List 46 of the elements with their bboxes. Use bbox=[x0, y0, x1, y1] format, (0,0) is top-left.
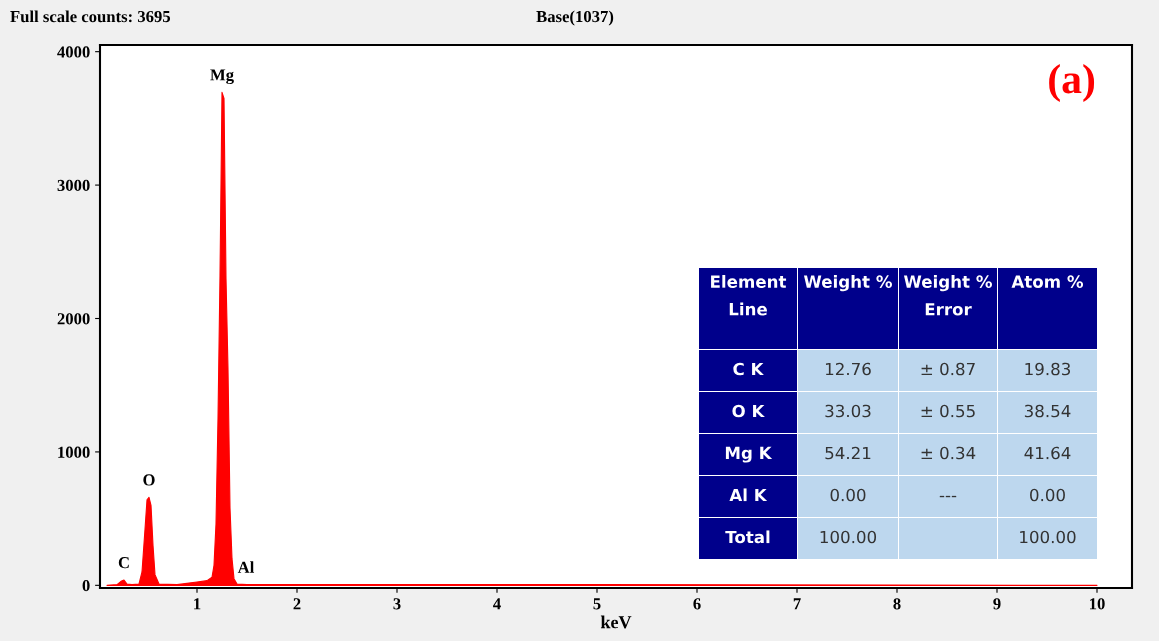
annotation: 33.03 bbox=[825, 404, 871, 418]
x-tick-label: 2 bbox=[293, 598, 301, 610]
x-tick-label: 3 bbox=[393, 598, 401, 610]
annotation: O bbox=[143, 474, 155, 486]
annotation: 19.83 bbox=[1025, 362, 1071, 376]
x-tick-label: 10 bbox=[1090, 598, 1105, 610]
annotation: 100.00 bbox=[820, 530, 877, 544]
annotation: 12.76 bbox=[825, 362, 871, 376]
x-tick-label: 7 bbox=[793, 598, 801, 610]
y-tick-label: 4000 bbox=[57, 46, 90, 58]
annotation: 0.00 bbox=[1030, 488, 1065, 502]
x-axis-title: keV bbox=[600, 615, 632, 629]
annotation: 38.54 bbox=[1024, 404, 1071, 418]
annotation: Element Line bbox=[711, 275, 787, 316]
annotation: C bbox=[118, 557, 129, 569]
x-tick-label: 1 bbox=[194, 598, 201, 610]
annotation: 0.00 bbox=[830, 488, 866, 502]
x-tick-label: 6 bbox=[693, 598, 701, 610]
annotation: ± 0.87 bbox=[921, 362, 975, 376]
annotation: 54.21 bbox=[825, 446, 871, 460]
annotation: ± 0.34 bbox=[921, 446, 976, 460]
annotation: 41.64 bbox=[1024, 446, 1071, 460]
annotation: Weight % bbox=[803, 275, 892, 292]
annotation: (a) bbox=[1049, 64, 1095, 102]
y-tick-label: 2000 bbox=[57, 313, 90, 325]
chart-title: Full scale counts: 3695 bbox=[10, 10, 171, 23]
annotation: Al bbox=[237, 561, 255, 573]
y-tick-label: 1000 bbox=[58, 446, 90, 458]
annotation: 100.00 bbox=[1020, 530, 1076, 544]
x-tick-label: 9 bbox=[993, 598, 1001, 610]
x-tick-label: 4 bbox=[493, 598, 501, 610]
annotation: Mg K bbox=[725, 446, 773, 463]
annotation: Weight % Error bbox=[903, 275, 992, 316]
y-tick-label: 3000 bbox=[57, 179, 90, 192]
annotation: --- bbox=[939, 495, 957, 498]
x-tick-label: 5 bbox=[593, 598, 601, 610]
annotation: O K bbox=[732, 404, 765, 418]
annotation: ± 0.55 bbox=[921, 404, 975, 418]
annotation: Atom % bbox=[1011, 275, 1084, 288]
chart-subtitle: Base(1037) bbox=[536, 10, 614, 26]
y-tick-label: 0 bbox=[82, 580, 90, 592]
annotation: C K bbox=[733, 362, 764, 376]
x-tick-label: 8 bbox=[893, 598, 901, 610]
annotation: Al K bbox=[729, 488, 768, 502]
annotation: Mg bbox=[210, 69, 234, 85]
annotation: Total bbox=[725, 530, 770, 544]
